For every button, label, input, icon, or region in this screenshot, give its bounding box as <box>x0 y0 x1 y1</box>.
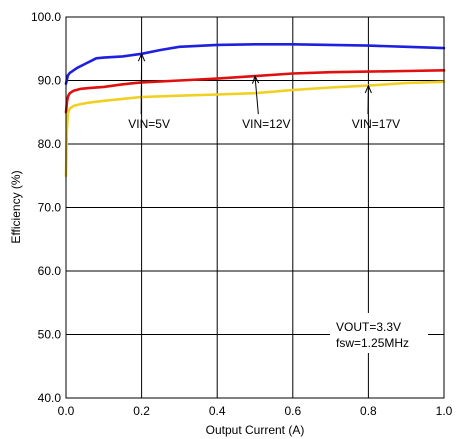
x-tick-label: 1.0 <box>436 404 453 418</box>
x-tick-label: 0.6 <box>284 404 301 418</box>
x-tick-label: 0.8 <box>360 404 377 418</box>
plot-frame <box>65 16 445 399</box>
annotation-label: VIN=12V <box>242 117 290 131</box>
series-layer <box>64 42 446 178</box>
annotation-label: VIN=17V <box>352 117 400 131</box>
x-tick-label: 0.2 <box>133 404 150 418</box>
annotation-arrowhead <box>137 52 146 62</box>
y-tick-label: 60.0 <box>38 264 62 278</box>
y-tick-label: 90.0 <box>38 74 62 88</box>
annotation-layer: VIN=5V VIN=12V VIN=17V <box>128 52 400 131</box>
x-axis-title: Output Current (A) <box>206 423 305 437</box>
notes-background <box>330 313 428 353</box>
y-axis-title: Efficiency (%) <box>9 170 23 243</box>
y-tick-label: 100.0 <box>31 10 61 24</box>
note-vout: VOUT=3.3V <box>336 320 401 334</box>
annotation-arrow <box>254 76 259 115</box>
y-tick-label: 40.0 <box>38 391 62 405</box>
x-tick-labels: 0.0 0.2 0.4 0.6 0.8 1.0 <box>58 404 453 418</box>
y-tick-labels: 40.0 50.0 60.0 70.0 80.0 90.0 100.0 <box>31 10 61 405</box>
series-line-vin-17v <box>64 80 446 178</box>
y-tick-label: 50.0 <box>38 328 62 342</box>
annotation-label: VIN=5V <box>128 117 170 131</box>
series-line-vin-12v <box>64 69 446 114</box>
annotation-arrowhead <box>252 74 260 84</box>
x-tick-label: 0.0 <box>58 404 75 418</box>
note-fsw: fsw=1.25MHz <box>336 336 409 350</box>
notes-box: VOUT=3.3V fsw=1.25MHz <box>330 313 428 353</box>
x-tick-label: 0.4 <box>209 404 226 418</box>
y-tick-label: 80.0 <box>38 137 62 151</box>
y-tick-label: 70.0 <box>38 201 62 215</box>
series-line-vin-5v <box>64 42 446 85</box>
annotation-arrowhead <box>364 84 372 94</box>
